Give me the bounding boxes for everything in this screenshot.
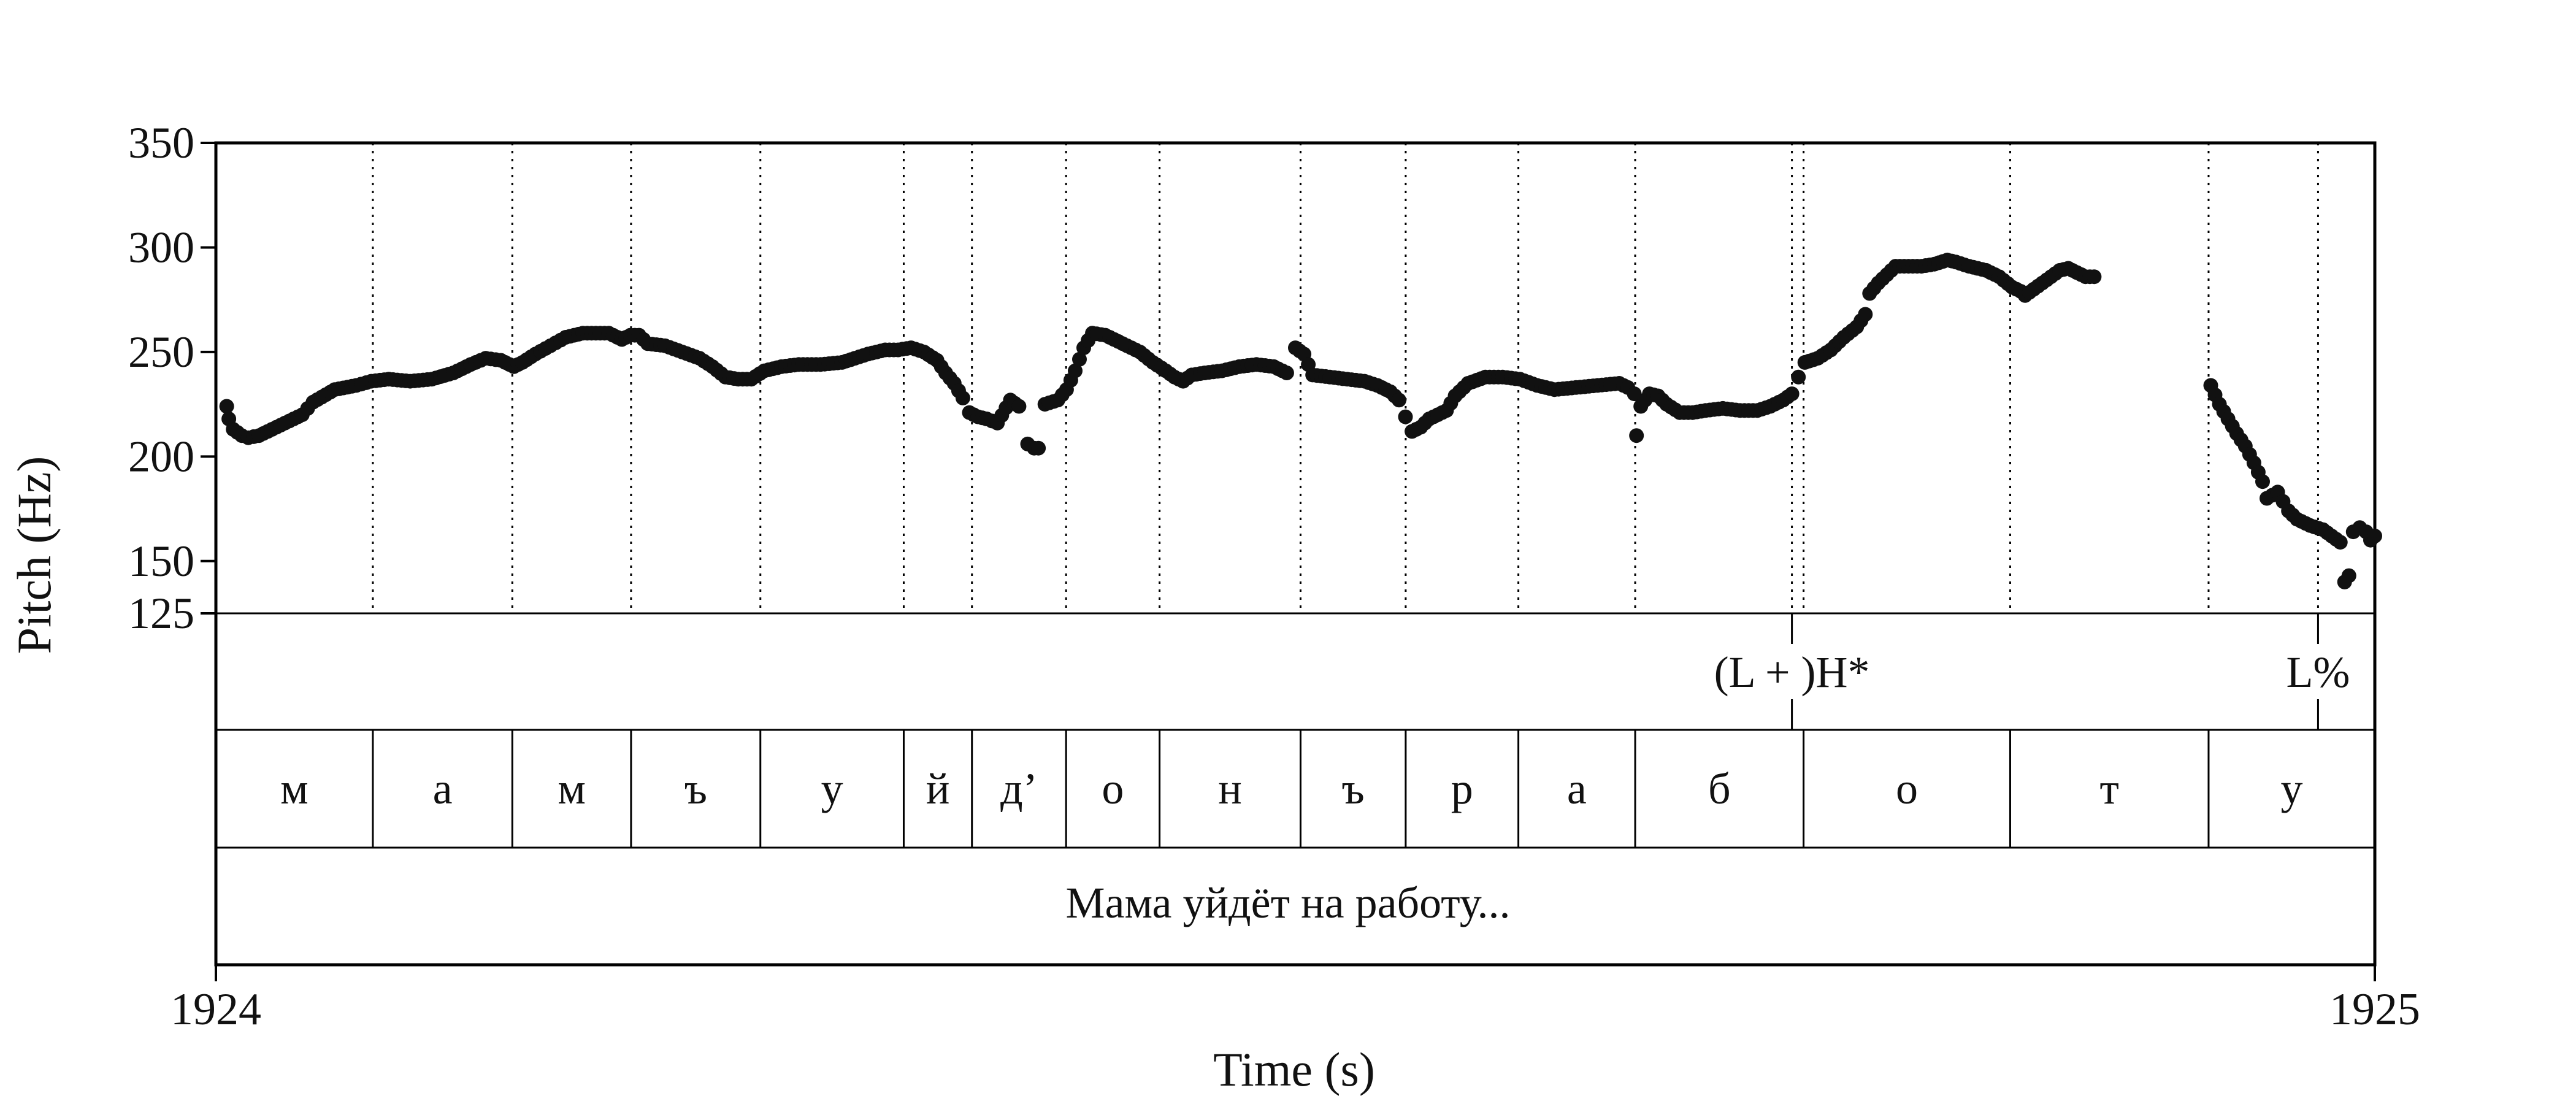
sentence-label: Мама уйдёт на работу... — [1065, 878, 1510, 927]
segment-label: т — [2099, 764, 2118, 813]
segment-label: м — [280, 764, 309, 813]
segment-label: о — [1896, 764, 1918, 813]
pitch-point — [1072, 351, 1087, 367]
segment-label: а — [1567, 764, 1587, 813]
pitch-point — [1629, 428, 1644, 443]
pitch-point — [2367, 528, 2382, 543]
tone-label: L% — [2286, 648, 2350, 697]
pitch-points — [219, 252, 2382, 589]
segment-label: й — [926, 764, 950, 813]
segment-label: д’ — [1000, 764, 1038, 813]
segment-label: а — [433, 764, 453, 813]
y-tick-label: 300 — [128, 223, 194, 272]
tone-tier: (L + )H* L% — [1714, 143, 2350, 730]
segment-label: б — [1708, 764, 1731, 813]
pitch-point — [955, 390, 970, 405]
pitch-point — [1627, 386, 1642, 402]
pitch-point — [2341, 568, 2356, 583]
segment-label: о — [1102, 764, 1124, 813]
chart-frame — [214, 141, 2377, 967]
y-tick-label: 350 — [128, 118, 194, 167]
pitch-point — [1858, 307, 1873, 322]
segment-boundaries — [372, 143, 2210, 848]
pitch-point — [1068, 363, 1083, 378]
pitch-point — [2087, 269, 2102, 285]
pitch-point — [1011, 399, 1027, 414]
y-tick-label: 200 — [128, 432, 194, 481]
segment-label: р — [1451, 764, 1473, 813]
segment-label: ъ — [1342, 764, 1365, 813]
segment-label: м — [558, 764, 586, 813]
segment-label: н — [1218, 764, 1242, 813]
pitch-point — [219, 399, 234, 414]
pitch-point — [1791, 369, 1806, 385]
x-tick-label: 1924 — [171, 984, 261, 1035]
pitch-point — [1398, 409, 1413, 424]
pitch-point — [2333, 535, 2348, 550]
x-axis-title: Time (s) — [1213, 1043, 1375, 1096]
x-axis: 1924 1925 — [171, 965, 2420, 1035]
pitch-point — [1392, 393, 1406, 408]
segment-label: у — [2280, 764, 2302, 813]
y-tick-label: 250 — [128, 328, 194, 377]
segment-label: ъ — [684, 764, 707, 813]
pitch-point — [1279, 366, 1294, 380]
segment-tier: м а м ъ у й д’ о н ъ р а б о т у — [280, 764, 2302, 813]
tone-label: (L + )H* — [1714, 648, 1870, 697]
pitch-point — [1784, 386, 1800, 402]
pitch-point — [2255, 474, 2270, 489]
y-axis-title: Pitch (Hz) — [7, 456, 61, 654]
y-tick-label: 150 — [128, 537, 194, 586]
segment-label: у — [821, 764, 843, 813]
x-tick-label: 1925 — [2329, 984, 2420, 1035]
y-tick-label: 125 — [128, 589, 194, 638]
pitch-point — [1031, 440, 1046, 456]
